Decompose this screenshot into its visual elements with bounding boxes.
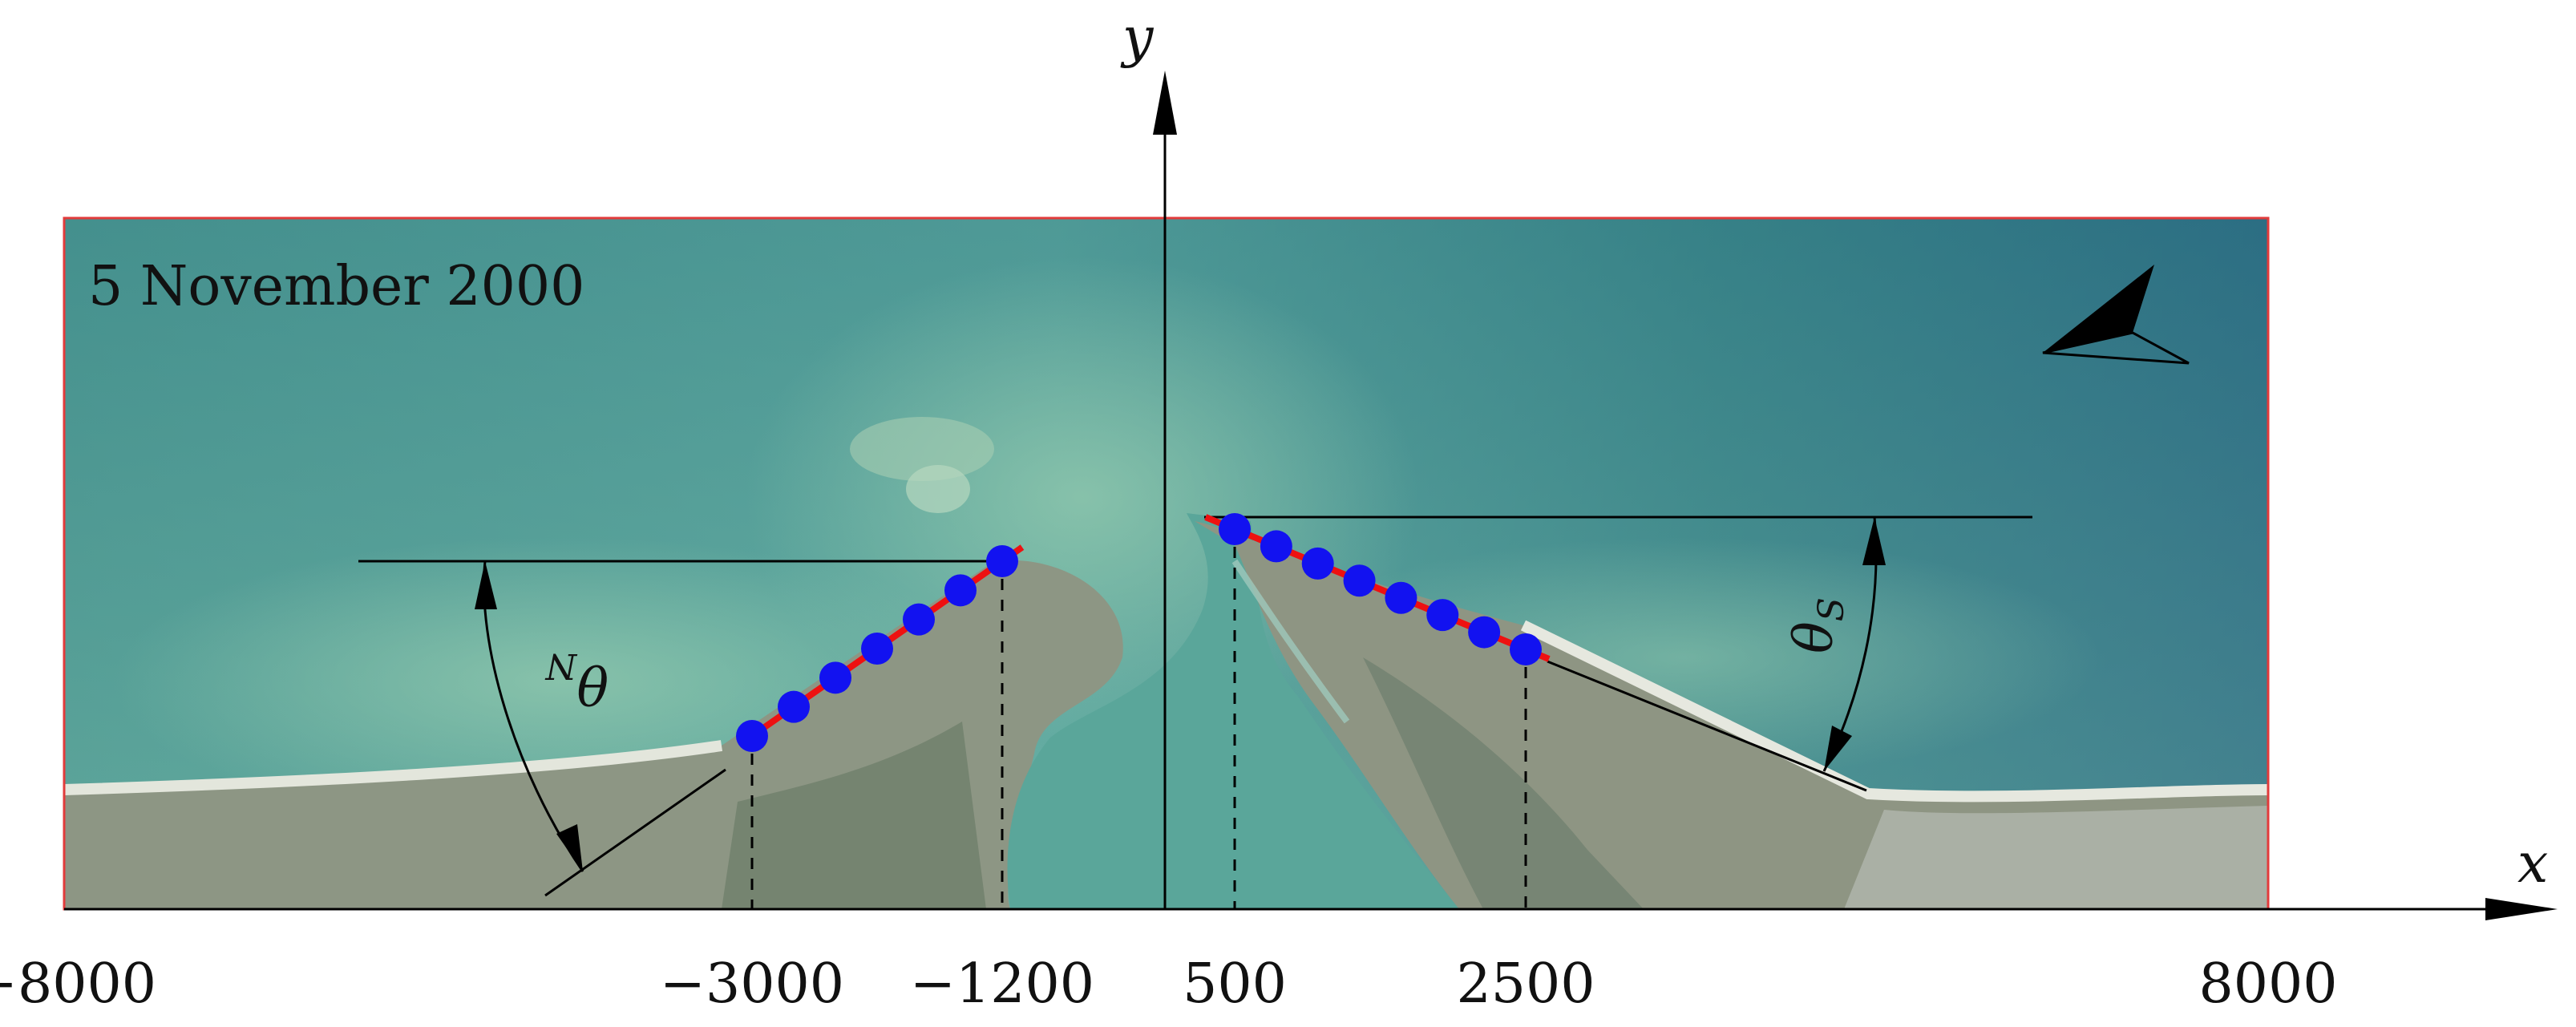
shoreline-point xyxy=(736,720,768,752)
svg-text:θS: θS xyxy=(1783,597,1852,653)
x-tick-labels: −8000 −3000 −1200 500 2500 8000 xyxy=(0,952,2338,1016)
x-tick-label: 2500 xyxy=(1456,952,1595,1016)
shoreline-point xyxy=(1219,513,1251,545)
shoreline-point xyxy=(1510,633,1542,665)
x-tick-label: −3000 xyxy=(660,952,844,1016)
y-axis: y xyxy=(1120,6,1177,909)
shoreline-point xyxy=(1301,547,1334,580)
reference-lines xyxy=(358,516,2032,897)
x-axis: x xyxy=(64,832,2558,920)
shoreline-point xyxy=(1343,564,1376,597)
y-axis-label: y xyxy=(1120,6,1155,70)
theta-north-label: θN xyxy=(544,645,609,714)
north-arrow-icon xyxy=(2042,265,2190,365)
north-shoreline xyxy=(736,544,1025,752)
shoreline-point xyxy=(819,661,851,694)
shoreline-point xyxy=(778,690,810,723)
shoreline-point xyxy=(986,545,1018,577)
shoreline-point xyxy=(1426,599,1459,632)
shoreline-point xyxy=(903,603,935,636)
projection-lines xyxy=(750,547,1527,909)
shoreline-point xyxy=(1385,581,1417,614)
theta-south-label: θS xyxy=(1783,597,1852,653)
south-shoreline xyxy=(1204,513,1551,665)
x-tick-label: −1200 xyxy=(910,952,1094,1016)
x-axis-label: x xyxy=(2517,832,2548,896)
shoreline-point xyxy=(1260,530,1292,563)
svg-text:θN: θN xyxy=(544,645,609,714)
angle-north-arc xyxy=(475,560,584,872)
angle-south-arc xyxy=(1822,516,1886,772)
x-tick-label: −8000 xyxy=(0,952,156,1016)
x-tick-label: 8000 xyxy=(2198,952,2337,1016)
shoreline-point xyxy=(1468,616,1501,649)
x-tick-label: 500 xyxy=(1183,952,1287,1016)
shoreline-point xyxy=(944,574,977,607)
shoreline-point xyxy=(861,633,893,665)
date-label: 5 November 2000 xyxy=(88,255,584,318)
